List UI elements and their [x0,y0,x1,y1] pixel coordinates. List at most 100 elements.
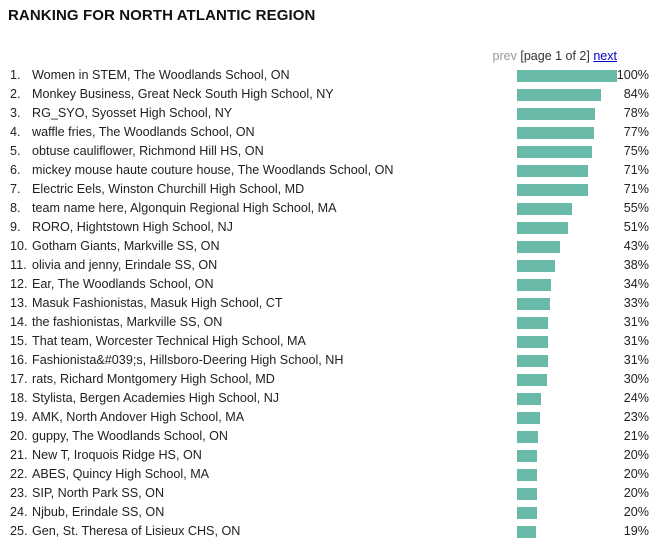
team-name: Masuk Fashionistas, Masuk High School, C… [32,296,283,310]
score-bar [517,355,548,367]
ranking-row: 11. olivia and jenny, Erindale SS, ON 38% [0,256,661,275]
score-percent: 24% [623,391,649,405]
ranking-row: 12. Ear, The Woodlands School, ON 34% [0,275,661,294]
score-bar-track [517,279,617,291]
ranking-row: 1. Women in STEM, The Woodlands School, O… [0,66,661,85]
pager: prev [page 1 of 2] next [493,49,617,63]
score-percent: 55% [623,201,649,215]
team-name: Stylista, Bergen Academies High School, … [32,391,280,405]
rank-number: 21. [10,448,28,462]
score-percent: 20% [623,505,649,519]
score-percent: 71% [623,163,649,177]
rank-number: 8. [10,201,21,215]
page-indicator: [page 1 of 2] [520,49,590,63]
ranking-row: 6. mickey mouse haute couture house, The … [0,161,661,180]
team-name: team name here, Algonquin Regional High … [32,201,337,215]
ranking-list: 1. Women in STEM, The Woodlands School, O… [0,66,661,541]
score-bar-track [517,108,617,120]
score-bar [517,279,551,291]
ranking-row: 13. Masuk Fashionistas, Masuk High School… [0,294,661,313]
score-percent: 31% [623,334,649,348]
rank-number: 25. [10,524,28,538]
ranking-row: 16. Fashionista&#039;s, Hillsboro-Deering… [0,351,661,370]
score-bar [517,450,537,462]
score-bar-track [517,70,617,82]
score-bar-track [517,317,617,329]
ranking-row: 8. team name here, Algonquin Regional Hig… [0,199,661,218]
team-name: Ear, The Woodlands School, ON [32,277,214,291]
score-percent: 34% [623,277,649,291]
rank-number: 22. [10,467,28,481]
score-bar [517,70,617,82]
team-name: obtuse cauliflower, Richmond Hill HS, ON [32,144,264,158]
team-name: waffle fries, The Woodlands School, ON [32,125,255,139]
rank-number: 6. [10,163,21,177]
ranking-row: 4. waffle fries, The Woodlands School, ON… [0,123,661,142]
score-bar-track [517,222,617,234]
ranking-row: 7. Electric Eels, Winston Churchill High … [0,180,661,199]
ranking-row: 25. Gen, St. Theresa of Lisieux CHS, ON 19… [0,522,661,541]
score-bar-track [517,507,617,519]
ranking-row: 24. Njbub, Erindale SS, ON 20% [0,503,661,522]
score-percent: 23% [623,410,649,424]
ranking-row: 17. rats, Richard Montgomery High School,… [0,370,661,389]
rank-number: 11. [10,258,27,272]
score-bar-track [517,526,617,538]
ranking-row: 14. the fashionistas, Markville SS, ON 31% [0,313,661,332]
rank-number: 16. [10,353,28,367]
score-bar-track [517,412,617,424]
score-bar-track [517,165,617,177]
score-percent: 20% [623,467,649,481]
ranking-row: 2. Monkey Business, Great Neck South High… [0,85,661,104]
score-bar [517,146,592,158]
prev-label: prev [492,49,517,63]
score-bar [517,298,550,310]
score-bar-track [517,336,617,348]
score-percent: 33% [623,296,649,310]
ranking-row: 10. Gotham Giants, Markville SS, ON 43% [0,237,661,256]
score-bar [517,127,594,139]
score-bar-track [517,450,617,462]
team-name: Gen, St. Theresa of Lisieux CHS, ON [32,524,241,538]
team-name: Gotham Giants, Markville SS, ON [32,239,220,253]
ranking-row: 3. RG_SYO, Syosset High School, NY 78% [0,104,661,123]
rank-number: 17. [10,372,28,386]
score-percent: 31% [623,315,649,329]
next-page-link[interactable]: next [593,49,617,63]
score-percent: 38% [623,258,649,272]
score-bar [517,203,572,215]
rank-number: 4. [10,125,21,139]
score-bar [517,184,588,196]
rank-number: 5. [10,144,21,158]
ranking-row: 23. SIP, North Park SS, ON 20% [0,484,661,503]
team-name: Women in STEM, The Woodlands School, ON [32,68,290,82]
team-name: ABES, Quincy High School, MA [32,467,210,481]
score-bar [517,488,537,500]
ranking-row: 20. guppy, The Woodlands School, ON 21% [0,427,661,446]
team-name: RORO, Hightstown High School, NJ [32,220,233,234]
score-percent: 43% [623,239,649,253]
score-percent: 20% [623,448,649,462]
score-percent: 20% [623,486,649,500]
score-bar [517,222,568,234]
page-title: RANKING FOR NORTH ATLANTIC REGION [8,7,316,24]
team-name: Monkey Business, Great Neck South High S… [32,87,334,101]
score-bar-track [517,488,617,500]
ranking-row: 22. ABES, Quincy High School, MA 20% [0,465,661,484]
rank-number: 10. [10,239,28,253]
score-bar-track [517,127,617,139]
rank-number: 24. [10,505,28,519]
score-bar [517,507,537,519]
score-bar-track [517,393,617,405]
ranking-row: 5. obtuse cauliflower, Richmond Hill HS, … [0,142,661,161]
team-name: mickey mouse haute couture house, The Wo… [32,163,394,177]
team-name: New T, Iroquois Ridge HS, ON [32,448,202,462]
team-name: AMK, North Andover High School, MA [32,410,245,424]
rank-number: 14. [10,315,28,329]
team-name: RG_SYO, Syosset High School, NY [32,106,233,120]
team-name: rats, Richard Montgomery High School, MD [32,372,275,386]
score-bar-track [517,184,617,196]
score-bar [517,317,548,329]
score-bar [517,412,540,424]
team-name: Electric Eels, Winston Churchill High Sc… [32,182,305,196]
